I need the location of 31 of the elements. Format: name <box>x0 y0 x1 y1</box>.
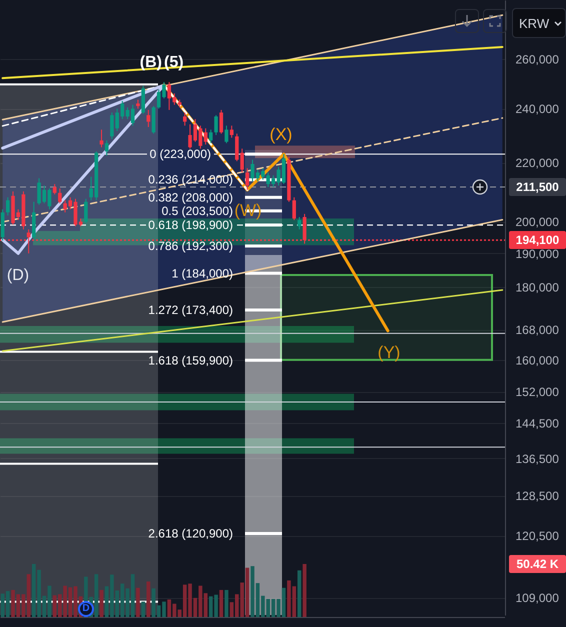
ref-line-label: 1 (184,000) <box>172 266 233 280</box>
y-tick-label: 160,000 <box>516 353 560 368</box>
ref-line-label: 0.382 (208,000) <box>148 190 233 204</box>
y-tick-label: 144,500 <box>516 416 560 431</box>
annotation: (Y) <box>378 342 400 362</box>
y-tick-label: 190,000 <box>516 246 560 261</box>
y-tick-label: 200,000 <box>516 215 560 230</box>
text: 50.42 K <box>509 555 566 573</box>
ref-line-label: 1.618 (159,900) <box>148 353 233 368</box>
ref-line-label: 0.618 (198,900) <box>148 218 233 232</box>
y-tick-label: 152,000 <box>516 385 560 400</box>
annotation: (D) <box>6 267 30 284</box>
y-tick-label: 109,000 <box>516 591 560 606</box>
y-tick-label: 240,000 <box>516 102 560 116</box>
ref-line-label: 194,100 <box>509 231 566 250</box>
currency-dropdown: KRW <box>512 8 566 38</box>
ref-line-label: 0.5 (203,500) <box>162 204 233 218</box>
ref-line-label: 0.786 (192,300) <box>148 238 233 253</box>
y-tick-label: 220,000 <box>516 156 560 170</box>
annotation: (B) <box>140 54 162 71</box>
y-tick-label: 180,000 <box>516 280 560 294</box>
y-tick-label: 128,500 <box>516 489 560 504</box>
y-tick-label: 120,500 <box>516 529 560 544</box>
annotation: (X) <box>270 124 292 144</box>
ref-line-label: 1.272 (173,400) <box>148 303 233 318</box>
y-tick-label: 136,500 <box>516 452 560 466</box>
ref-line-label: 211,500 <box>509 178 566 196</box>
ref-line-label: 2.618 (120,900) <box>148 526 233 541</box>
ref-line-label: 0 (223,000) <box>150 147 211 162</box>
y-tick-label: 168,000 <box>516 323 560 338</box>
y-tick-label: 260,000 <box>516 52 560 67</box>
